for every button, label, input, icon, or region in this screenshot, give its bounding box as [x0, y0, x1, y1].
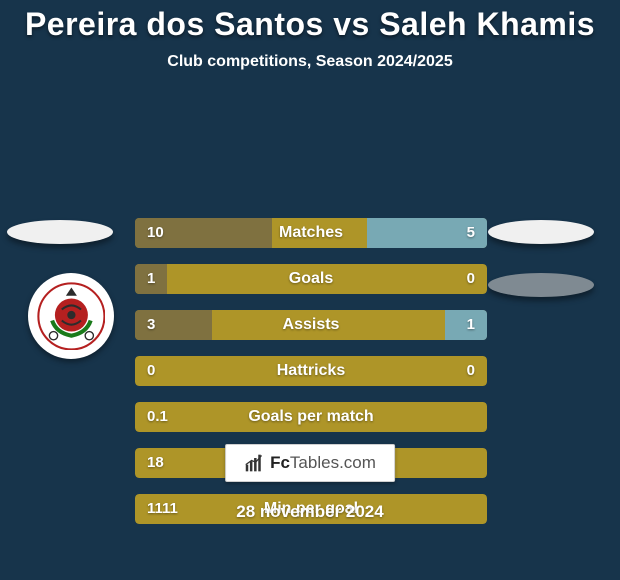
player-right-oval-1	[488, 220, 594, 244]
stat-label: Hattricks	[135, 356, 487, 386]
player-left-oval	[7, 220, 113, 244]
footer-brand-rest: Tables.com	[290, 453, 376, 472]
chart-icon	[244, 453, 264, 473]
stat-label: Assists	[135, 310, 487, 340]
footer-brand-badge[interactable]: FcTables.com	[225, 444, 395, 482]
player-right-oval-2	[488, 273, 594, 297]
stats-panel: 105Matches 10Goals 31Assists 00Hattricks 0.1…	[135, 218, 487, 540]
stat-row: 00Hattricks	[135, 356, 487, 386]
page-title: Pereira dos Santos vs Saleh Khamis	[0, 6, 620, 43]
crest-icon	[37, 282, 106, 351]
stat-label: Goals per match	[135, 402, 487, 432]
stat-row: 31Assists	[135, 310, 487, 340]
footer-brand-bold: Fc	[270, 453, 290, 472]
stat-row: 0.1Goals per match	[135, 402, 487, 432]
stat-row: 105Matches	[135, 218, 487, 248]
footer-date: 28 november 2024	[0, 502, 620, 522]
stat-label: Goals	[135, 264, 487, 294]
stat-row: 10Goals	[135, 264, 487, 294]
content-area: 105Matches 10Goals 31Assists 00Hattricks 0.1…	[0, 95, 620, 555]
page-subtitle: Club competitions, Season 2024/2025	[0, 53, 620, 71]
club-crest	[28, 273, 114, 359]
stat-label: Matches	[135, 218, 487, 248]
page: Pereira dos Santos vs Saleh Khamis Club …	[0, 0, 620, 580]
footer-brand-text: FcTables.com	[270, 453, 376, 473]
